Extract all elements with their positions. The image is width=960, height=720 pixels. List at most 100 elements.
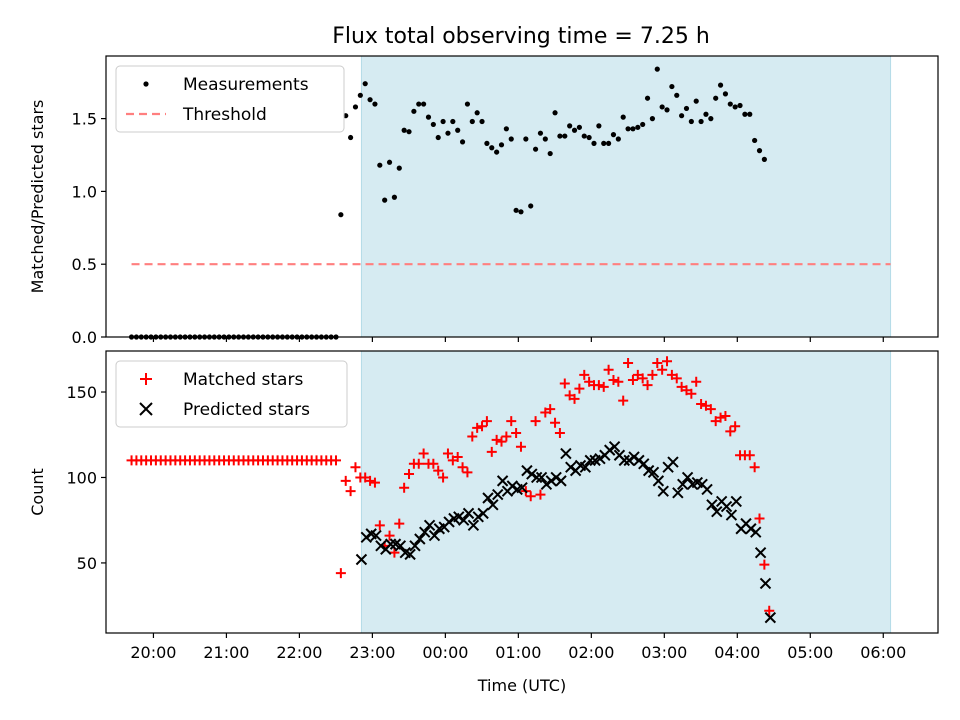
matched-star-point	[491, 434, 502, 445]
matched-star-point	[413, 458, 424, 469]
legend-box	[115, 65, 345, 133]
predicted-star-point	[647, 466, 660, 479]
matched-star-point	[394, 518, 405, 529]
measurement-point	[348, 134, 354, 141]
matched-star-point	[384, 530, 395, 541]
matched-star-point	[496, 436, 507, 447]
predicted-star-point	[526, 468, 538, 480]
predicted-star-point	[618, 454, 631, 467]
predicted-star-point	[404, 548, 416, 561]
measurement-point	[455, 127, 461, 133]
predicted-star-point	[375, 540, 387, 552]
matched-star-point	[525, 491, 536, 502]
predicted-star-point	[555, 475, 567, 487]
measurement-point	[708, 116, 714, 122]
measurement-point	[484, 140, 490, 146]
measurement-point	[625, 126, 631, 132]
measurement-point	[391, 194, 398, 200]
measurement-point	[377, 162, 383, 168]
matched-star-point	[618, 395, 629, 406]
predicted-star-point	[462, 507, 475, 520]
measurement-point	[523, 136, 529, 142]
y-axis-label: Count	[28, 468, 47, 516]
measurement-point	[610, 132, 617, 138]
matched-star-point	[569, 393, 580, 404]
measurement-point	[445, 130, 451, 136]
predicted-star-point	[677, 478, 689, 491]
matched-star-point	[574, 383, 585, 394]
matched-star-point	[389, 547, 400, 558]
predicted-star-point	[419, 526, 431, 538]
matched-star-point	[647, 369, 658, 380]
legend-measurement-marker	[143, 81, 149, 87]
measurement-point	[669, 83, 675, 90]
bottom-panel: 50 100 150 20:00 21:00 22:00 23:00 00:00 01:00 02…	[28, 350, 939, 695]
predicted-star-point	[530, 471, 543, 484]
measurement-point	[508, 136, 514, 142]
observing-window-span	[360, 55, 892, 338]
legend: Matched stars Predicted stars	[115, 360, 348, 428]
measurement-point	[464, 101, 471, 107]
predicted-star-point	[472, 511, 484, 523]
legend-predicted-marker	[139, 402, 153, 416]
measurement-point	[688, 118, 694, 125]
legend: Measurements Threshold	[115, 65, 345, 133]
matched-star-point	[506, 416, 517, 427]
matched-star-point	[438, 472, 449, 483]
predicted-star-point	[545, 475, 557, 487]
y-tick-label: 100	[66, 468, 97, 487]
measurement-point	[596, 123, 602, 129]
matched-star-point	[627, 375, 638, 386]
measurement-point	[513, 207, 519, 213]
matched-star-point	[671, 373, 682, 384]
y-tick-label: 0.0	[72, 328, 97, 347]
predicted-star-point	[550, 471, 562, 484]
matched-star-point	[330, 455, 341, 466]
matched-star-point	[759, 559, 770, 570]
measurement-point	[498, 142, 505, 148]
matched-star-point	[696, 398, 707, 409]
measurement-point	[537, 130, 544, 136]
measurement-point	[338, 212, 344, 218]
matched-star-point	[744, 450, 755, 461]
measurement-point	[528, 203, 534, 209]
predicted-star-point	[428, 529, 441, 542]
predicted-star-point	[759, 577, 772, 590]
legend-matched-marker	[140, 373, 152, 385]
matched-star-point	[749, 462, 760, 473]
measurement-point	[367, 97, 373, 103]
measurement-point	[469, 118, 475, 125]
legend-box	[115, 360, 348, 428]
measurement-point	[479, 118, 485, 125]
matched-star-point	[501, 431, 512, 442]
matched-star-point	[579, 369, 590, 380]
predicted-star-point	[730, 495, 742, 508]
measurement-point	[586, 134, 592, 141]
matched-star-point	[764, 605, 775, 616]
predicted-star-point	[681, 471, 694, 484]
measurement-point	[571, 127, 578, 133]
measurement-point	[557, 133, 563, 139]
x-tick-label: 00:00	[422, 643, 468, 662]
measurement-point	[620, 114, 626, 120]
matched-star-point	[613, 376, 624, 387]
y-tick-label: 150	[66, 383, 97, 402]
predicted-star-point	[487, 499, 499, 511]
matched-star-point	[535, 489, 546, 500]
predicted-star-point	[394, 540, 407, 552]
matched-star-point	[686, 388, 697, 399]
matched-star-point	[691, 376, 702, 387]
predicted-star-point	[623, 454, 635, 467]
measurement-point	[732, 104, 738, 110]
matched-star-point	[608, 375, 619, 386]
measurement-point	[440, 118, 446, 125]
measurement-point	[518, 209, 524, 215]
matched-star-point	[642, 380, 653, 391]
measurement-point	[459, 139, 466, 145]
measurement-point	[737, 102, 743, 109]
matched-star-point	[593, 380, 604, 391]
matched-star-point	[428, 458, 439, 469]
predicted-star-point	[701, 483, 713, 496]
top-panel: 0.0 0.5 1.0 1.5 Matched/Predicted stars Measu…	[28, 55, 939, 347]
